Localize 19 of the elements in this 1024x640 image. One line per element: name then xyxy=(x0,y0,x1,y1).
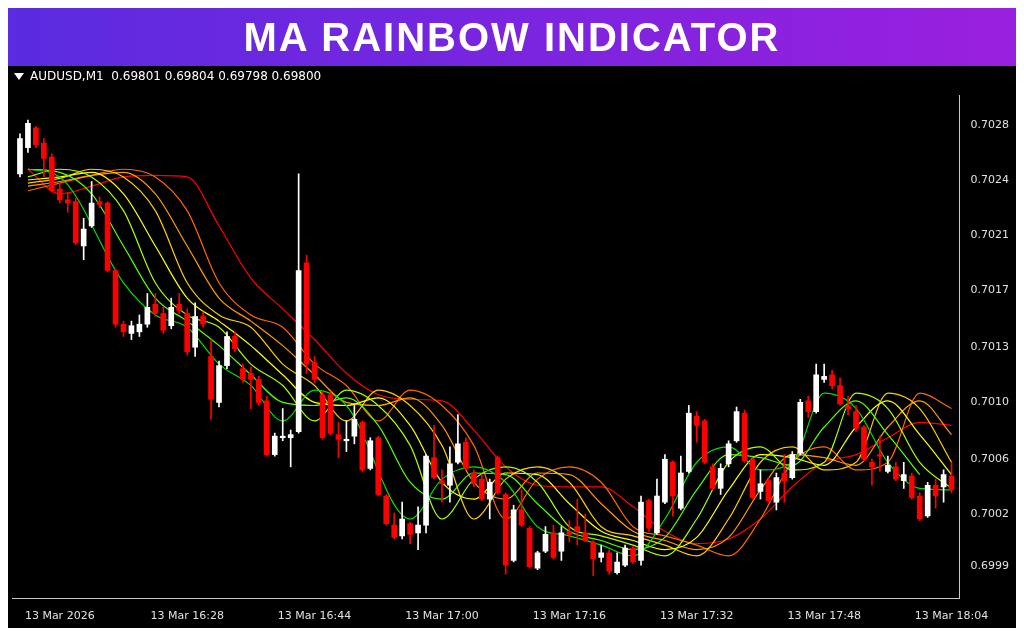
y-tick-label: 0.7002 xyxy=(970,507,1010,521)
y-tick-label: 0.7006 xyxy=(970,452,1010,466)
x-tick-label: 13 Mar 2026 xyxy=(24,609,95,623)
x-tick-label: 13 Mar 16:28 xyxy=(150,609,224,623)
x-tick-label: 13 Mar 17:16 xyxy=(532,609,607,623)
chart-title: MA RAINBOW INDICATOR xyxy=(8,8,1016,66)
x-tick-label: 13 Mar 18:04 xyxy=(914,609,989,623)
y-tick-label: 0.6999 xyxy=(970,559,1010,573)
x-tick-label: 13 Mar 17:32 xyxy=(660,609,734,623)
x-tick-label: 13 Mar 16:44 xyxy=(277,609,352,623)
y-tick-label: 0.7021 xyxy=(970,228,1010,242)
x-tick-label: 13 Mar 17:00 xyxy=(405,609,479,623)
y-tick-label: 0.7013 xyxy=(970,340,1010,354)
y-tick-label: 0.7028 xyxy=(970,117,1010,131)
y-tick-label: 0.7024 xyxy=(970,172,1010,186)
y-tick-label: 0.7010 xyxy=(970,395,1010,409)
x-tick-label: 13 Mar 17:48 xyxy=(787,609,861,623)
y-tick-label: 0.7017 xyxy=(970,283,1010,297)
chart-subtitle: AUDUSD,M1 0.69801 0.69804 0.69798 0.69800 xyxy=(30,69,322,83)
